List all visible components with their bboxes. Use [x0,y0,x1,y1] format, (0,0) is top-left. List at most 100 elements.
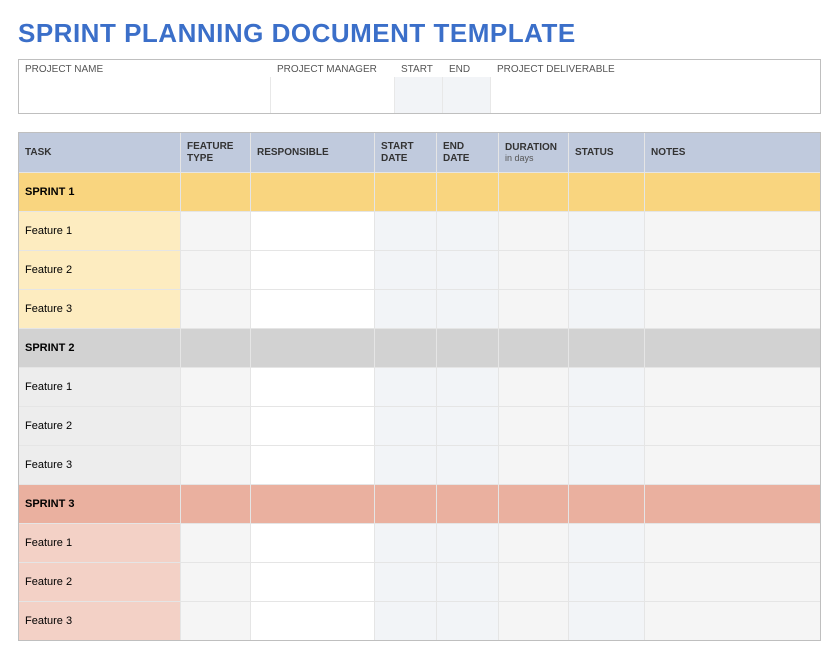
cell-start_date[interactable] [375,485,437,523]
cell-duration[interactable] [499,173,569,211]
cell-end_date[interactable] [437,485,499,523]
cell-notes[interactable] [645,524,820,562]
cell-duration[interactable] [499,212,569,250]
cell-duration[interactable] [499,407,569,445]
cell-feature_type[interactable] [181,290,251,328]
cell-duration[interactable] [499,329,569,367]
cell-end_date[interactable] [437,329,499,367]
cell-status[interactable] [569,290,645,328]
cell-duration[interactable] [499,524,569,562]
cell-feature_type[interactable] [181,407,251,445]
cell-notes[interactable] [645,329,820,367]
cell-feature_type[interactable] [181,563,251,601]
cell-end_date[interactable] [437,446,499,484]
cell-end_date[interactable] [437,290,499,328]
cell-status[interactable] [569,251,645,289]
cell-end_date[interactable] [437,563,499,601]
cell-status[interactable] [569,368,645,406]
cell-start_date[interactable] [375,446,437,484]
input-project-manager[interactable] [271,77,395,113]
cell-status[interactable] [569,446,645,484]
cell-feature_type[interactable] [181,446,251,484]
cell-duration[interactable] [499,368,569,406]
cell-feature_type[interactable] [181,173,251,211]
cell-status[interactable] [569,524,645,562]
feature-label: Feature 3 [19,446,181,484]
cell-responsible[interactable] [251,407,375,445]
input-project-name[interactable] [19,77,271,113]
cell-feature_type[interactable] [181,485,251,523]
cell-responsible[interactable] [251,602,375,640]
cell-notes[interactable] [645,290,820,328]
cell-status[interactable] [569,173,645,211]
feature-label: Feature 2 [19,251,181,289]
cell-notes[interactable] [645,563,820,601]
cell-notes[interactable] [645,446,820,484]
cell-end_date[interactable] [437,251,499,289]
cell-end_date[interactable] [437,602,499,640]
feature-row: Feature 2 [19,407,820,446]
cell-feature_type[interactable] [181,251,251,289]
col-header-start_date: START DATE [375,133,437,172]
cell-status[interactable] [569,212,645,250]
input-start[interactable] [395,77,443,113]
cell-end_date[interactable] [437,524,499,562]
cell-notes[interactable] [645,407,820,445]
cell-notes[interactable] [645,212,820,250]
cell-start_date[interactable] [375,407,437,445]
cell-start_date[interactable] [375,524,437,562]
cell-responsible[interactable] [251,368,375,406]
cell-responsible[interactable] [251,329,375,367]
cell-start_date[interactable] [375,173,437,211]
feature-label: Feature 3 [19,290,181,328]
cell-status[interactable] [569,407,645,445]
cell-status[interactable] [569,329,645,367]
cell-responsible[interactable] [251,173,375,211]
cell-feature_type[interactable] [181,524,251,562]
cell-responsible[interactable] [251,212,375,250]
table-header-row: TASKFEATURE TYPERESPONSIBLESTART DATEEND… [19,133,820,173]
page-title: SPRINT PLANNING DOCUMENT TEMPLATE [18,18,821,49]
cell-duration[interactable] [499,446,569,484]
cell-end_date[interactable] [437,173,499,211]
cell-status[interactable] [569,485,645,523]
cell-responsible[interactable] [251,563,375,601]
cell-notes[interactable] [645,602,820,640]
feature-row: Feature 2 [19,251,820,290]
cell-duration[interactable] [499,485,569,523]
cell-status[interactable] [569,563,645,601]
cell-start_date[interactable] [375,368,437,406]
cell-notes[interactable] [645,173,820,211]
cell-notes[interactable] [645,368,820,406]
cell-duration[interactable] [499,602,569,640]
label-start: START [395,62,443,77]
input-project-deliverable[interactable] [491,77,820,113]
cell-responsible[interactable] [251,524,375,562]
cell-start_date[interactable] [375,602,437,640]
cell-start_date[interactable] [375,563,437,601]
cell-end_date[interactable] [437,368,499,406]
cell-feature_type[interactable] [181,368,251,406]
cell-notes[interactable] [645,485,820,523]
feature-label: Feature 1 [19,212,181,250]
cell-feature_type[interactable] [181,212,251,250]
cell-notes[interactable] [645,251,820,289]
cell-responsible[interactable] [251,485,375,523]
cell-duration[interactable] [499,563,569,601]
cell-end_date[interactable] [437,212,499,250]
cell-start_date[interactable] [375,251,437,289]
cell-duration[interactable] [499,251,569,289]
cell-start_date[interactable] [375,329,437,367]
cell-status[interactable] [569,602,645,640]
cell-feature_type[interactable] [181,602,251,640]
feature-row: Feature 3 [19,290,820,329]
cell-start_date[interactable] [375,290,437,328]
cell-responsible[interactable] [251,290,375,328]
cell-responsible[interactable] [251,251,375,289]
input-end[interactable] [443,77,491,113]
cell-responsible[interactable] [251,446,375,484]
cell-duration[interactable] [499,290,569,328]
cell-feature_type[interactable] [181,329,251,367]
cell-end_date[interactable] [437,407,499,445]
cell-start_date[interactable] [375,212,437,250]
